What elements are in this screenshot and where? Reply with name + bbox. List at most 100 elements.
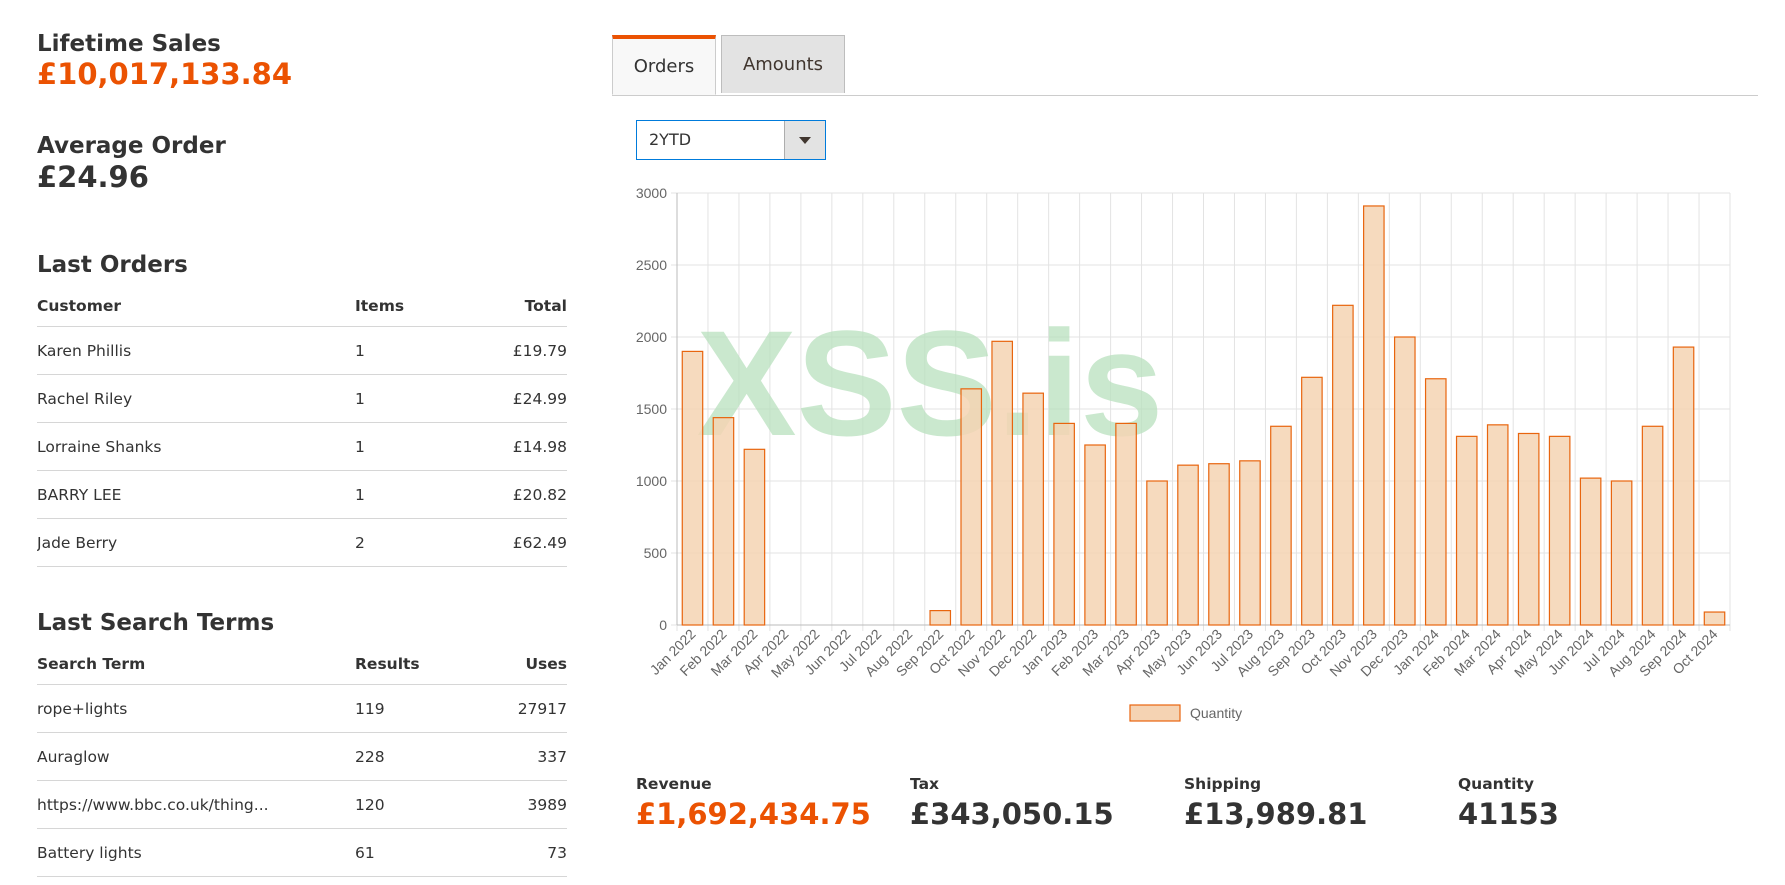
average-order-value: £24.96 bbox=[37, 160, 149, 194]
chart-bar bbox=[1239, 460, 1261, 626]
chart-bar bbox=[1115, 422, 1137, 626]
tax-total: Tax £343,050.15 bbox=[910, 775, 1114, 831]
y-tick-label: 2000 bbox=[636, 329, 667, 345]
column-header-customer: Customer bbox=[37, 286, 355, 327]
y-tick-label: 500 bbox=[644, 545, 668, 561]
table-row[interactable]: rope+lights 119 27917 bbox=[37, 684, 567, 733]
items-cell: 2 bbox=[355, 518, 455, 567]
results-cell: 120 bbox=[355, 780, 455, 829]
period-select-value: 2YTD bbox=[649, 130, 692, 149]
chart-bar bbox=[681, 350, 704, 626]
chart-bar bbox=[991, 340, 1014, 626]
revenue-value: £1,692,434.75 bbox=[636, 797, 871, 831]
column-header-search-term: Search Term bbox=[37, 644, 355, 685]
tab-amounts[interactable]: Amounts bbox=[721, 35, 845, 93]
dropdown-toggle[interactable] bbox=[784, 121, 825, 159]
chart-bar bbox=[1363, 205, 1385, 626]
legend-swatch bbox=[1129, 704, 1181, 722]
items-cell: 1 bbox=[355, 422, 455, 471]
chart-bar bbox=[1177, 464, 1199, 626]
uses-cell: 3989 bbox=[455, 780, 567, 829]
revenue-total: Revenue £1,692,434.75 bbox=[636, 775, 871, 831]
y-tick-label: 3000 bbox=[636, 185, 667, 201]
last-search-terms-title: Last Search Terms bbox=[37, 610, 275, 636]
column-header-results: Results bbox=[355, 644, 455, 685]
chart-bar bbox=[1393, 336, 1416, 626]
customer-cell: Jade Berry bbox=[37, 518, 355, 567]
watermark: XSS.is bbox=[697, 299, 1164, 467]
results-cell: 228 bbox=[355, 732, 455, 781]
results-cell: 119 bbox=[355, 684, 455, 733]
chart-tabs: Orders Amounts bbox=[612, 35, 1758, 96]
column-header-uses: Uses bbox=[455, 644, 567, 685]
table-header-row: Search Term Results Uses bbox=[37, 644, 567, 685]
chart-bar bbox=[1301, 376, 1323, 626]
chart-bar bbox=[1579, 477, 1602, 626]
revenue-label: Revenue bbox=[636, 775, 712, 793]
customer-cell: Lorraine Shanks bbox=[37, 422, 355, 471]
chart-bar bbox=[743, 448, 766, 626]
items-cell: 1 bbox=[355, 374, 455, 423]
y-tick-label: 1000 bbox=[636, 473, 667, 489]
quantity-label: Quantity bbox=[1458, 775, 1534, 793]
tab-orders[interactable]: Orders bbox=[612, 35, 716, 95]
shipping-label: Shipping bbox=[1184, 775, 1262, 793]
chart-bar bbox=[1053, 422, 1075, 626]
last-orders-title: Last Orders bbox=[37, 252, 188, 278]
chart-bar bbox=[1517, 432, 1540, 626]
chart-bar bbox=[712, 417, 735, 626]
period-select[interactable]: 2YTD bbox=[636, 120, 826, 160]
tax-value: £343,050.15 bbox=[910, 797, 1114, 831]
items-cell: 1 bbox=[355, 326, 455, 375]
quantity-value: 41153 bbox=[1458, 797, 1559, 831]
chart-bar bbox=[1703, 611, 1726, 626]
chevron-down-icon bbox=[799, 136, 811, 144]
chart-bar bbox=[1208, 463, 1230, 626]
last-orders-table: Customer Items Total Karen Phillis 1 £19… bbox=[37, 286, 567, 567]
column-header-total: Total bbox=[455, 286, 567, 327]
chart-bar bbox=[1022, 392, 1044, 626]
table-row[interactable]: BARRY LEE 1 £20.82 bbox=[37, 470, 567, 519]
lifetime-sales-label: Lifetime Sales bbox=[37, 31, 221, 57]
table-row[interactable]: Jade Berry 2 £62.49 bbox=[37, 518, 567, 567]
chart-bar bbox=[1455, 435, 1478, 626]
results-cell: 61 bbox=[355, 828, 455, 877]
chart-bar bbox=[1641, 425, 1664, 626]
table-header-row: Customer Items Total bbox=[37, 286, 567, 327]
table-row[interactable]: Battery lights 61 73 bbox=[37, 828, 567, 877]
search-term-cell: rope+lights bbox=[37, 684, 355, 733]
total-cell: £24.99 bbox=[455, 374, 567, 423]
customer-cell: Karen Phillis bbox=[37, 326, 355, 375]
uses-cell: 73 bbox=[455, 828, 567, 877]
uses-cell: 337 bbox=[455, 732, 567, 781]
chart-bar bbox=[960, 388, 983, 626]
items-cell: 1 bbox=[355, 470, 455, 519]
chart-bar bbox=[929, 610, 952, 626]
legend-label: Quantity bbox=[1190, 705, 1242, 721]
chart-bar bbox=[1424, 378, 1447, 626]
total-cell: £19.79 bbox=[455, 326, 567, 375]
column-header-items: Items bbox=[355, 286, 455, 327]
uses-cell: 27917 bbox=[455, 684, 567, 733]
total-cell: £14.98 bbox=[455, 422, 567, 471]
shipping-total: Shipping £13,989.81 bbox=[1184, 775, 1367, 831]
search-term-cell: Auraglow bbox=[37, 732, 355, 781]
chart-bar bbox=[1146, 480, 1168, 626]
table-row[interactable]: Karen Phillis 1 £19.79 bbox=[37, 326, 567, 375]
quantity-total: Quantity 41153 bbox=[1458, 775, 1559, 831]
average-order-label: Average Order bbox=[37, 133, 226, 159]
total-cell: £20.82 bbox=[455, 470, 567, 519]
chart-bar bbox=[1610, 480, 1633, 626]
table-row[interactable]: Rachel Riley 1 £24.99 bbox=[37, 374, 567, 423]
chart-bar bbox=[1548, 435, 1571, 626]
customer-cell: BARRY LEE bbox=[37, 470, 355, 519]
chart-bar bbox=[1332, 304, 1354, 626]
y-tick-label: 2500 bbox=[636, 257, 667, 273]
lifetime-sales-value: £10,017,133.84 bbox=[37, 57, 293, 91]
search-term-cell: Battery lights bbox=[37, 828, 355, 877]
table-row[interactable]: https://www.bbc.co.uk/thing... 120 3989 bbox=[37, 780, 567, 829]
table-row[interactable]: Lorraine Shanks 1 £14.98 bbox=[37, 422, 567, 471]
table-row[interactable]: Auraglow 228 337 bbox=[37, 732, 567, 781]
y-tick-label: 1500 bbox=[636, 401, 667, 417]
